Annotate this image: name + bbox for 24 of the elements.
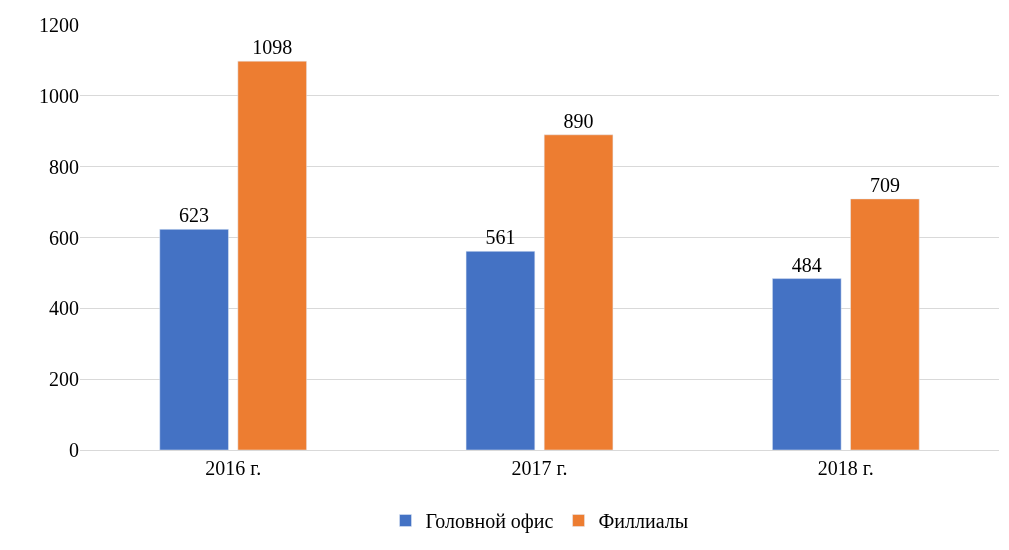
bar	[237, 60, 307, 450]
data-label: 890	[563, 109, 594, 132]
x-tick-label: 2016 г.	[205, 457, 262, 479]
bar	[772, 278, 842, 450]
y-tick-label: 200	[49, 368, 79, 391]
bar	[159, 229, 229, 450]
bar	[465, 251, 536, 450]
y-tick-label: 800	[49, 155, 79, 178]
x-tick-label: 2018 г.	[817, 457, 874, 479]
data-label: 484	[791, 253, 822, 276]
y-tick-label: 600	[49, 226, 79, 249]
data-label: 623	[179, 204, 210, 227]
bar	[543, 134, 614, 450]
legend-label: Головной офис	[425, 510, 554, 534]
legend-label: Филлиалы	[598, 510, 689, 533]
y-tick-label: 1200	[39, 14, 79, 36]
data-label: 709	[869, 173, 900, 196]
x-tick-label: 2017 г.	[511, 457, 568, 479]
y-tick-label: 400	[49, 297, 79, 320]
bar	[850, 198, 920, 450]
y-tick-label: 1000	[39, 84, 79, 107]
data-label: 1098	[252, 36, 293, 59]
data-label: 561	[485, 226, 516, 249]
y-tick-label: 0	[69, 439, 79, 461]
